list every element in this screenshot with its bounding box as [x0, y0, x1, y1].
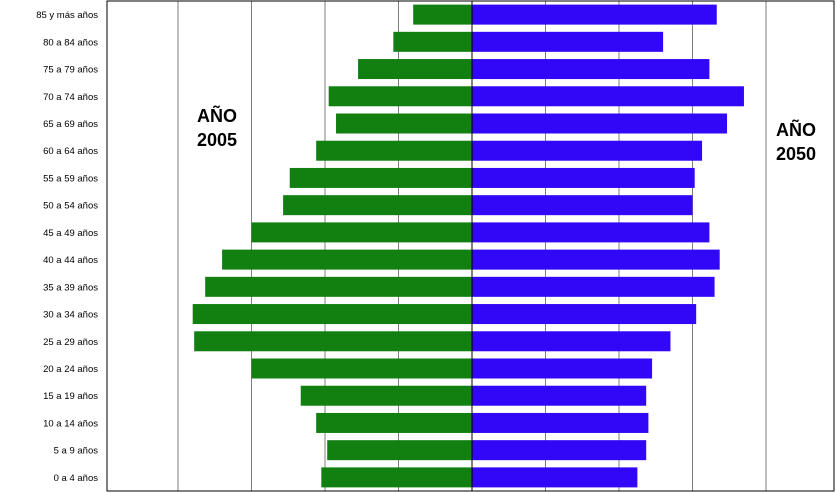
category-label: 55 a 59 años: [43, 173, 98, 184]
category-label: 65 a 69 años: [43, 119, 98, 130]
bar-right: [472, 167, 695, 188]
bar-right: [472, 113, 728, 134]
right-year-line1: AÑO: [776, 120, 816, 140]
bar-right: [472, 195, 693, 216]
bar-left: [358, 59, 472, 80]
category-label: 30 a 34 años: [43, 310, 98, 321]
right-year-annotation: AÑO 2050: [776, 118, 816, 166]
category-labels: 85 y más años 80 a 84 años 75 a 79 años 70 …: [36, 10, 98, 484]
bar-right: [472, 249, 720, 270]
category-label: 85 y más años: [36, 10, 98, 21]
category-label: 10 a 14 años: [43, 418, 98, 429]
bars: [192, 4, 744, 488]
bar-left: [283, 195, 472, 216]
bar-right: [472, 222, 710, 243]
bar-left: [251, 358, 472, 379]
bar-left: [321, 467, 472, 488]
category-label: 75 a 79 años: [43, 65, 98, 76]
category-label: 45 a 49 años: [43, 228, 98, 239]
bar-right: [472, 331, 671, 352]
bar-left: [251, 222, 472, 243]
category-label: 80 a 84 años: [43, 37, 98, 48]
bar-left: [393, 31, 472, 52]
bar-right: [472, 358, 653, 379]
bar-left: [300, 385, 472, 406]
bar-left: [316, 412, 472, 433]
bar-right: [472, 276, 715, 297]
left-year-line2: 2005: [197, 130, 238, 150]
bar-right: [472, 412, 649, 433]
left-year-line1: AÑO: [197, 106, 237, 126]
bar-right: [472, 467, 638, 488]
grid-lines: [177, 1, 767, 491]
bar-right: [472, 4, 717, 25]
category-label: 70 a 74 años: [43, 92, 98, 103]
category-label: 0 a 4 años: [54, 473, 99, 484]
bar-left: [194, 331, 473, 352]
bar-left: [413, 4, 472, 25]
bar-left: [327, 440, 472, 461]
bar-right: [472, 140, 703, 161]
bar-right: [472, 304, 697, 325]
bar-left: [336, 113, 472, 134]
bar-left: [205, 276, 472, 297]
bar-right: [472, 59, 710, 80]
plot-frame: [106, 0, 835, 492]
category-label: 25 a 29 años: [43, 337, 98, 348]
bar-left: [316, 140, 472, 161]
category-label: 50 a 54 años: [43, 201, 98, 212]
category-label: 60 a 64 años: [43, 146, 98, 157]
bar-right: [472, 385, 647, 406]
bar-right: [472, 86, 744, 107]
left-year-annotation: AÑO 2005: [197, 104, 237, 152]
bar-left: [289, 167, 472, 188]
category-label: 40 a 44 años: [43, 255, 98, 266]
category-label: 20 a 24 años: [43, 364, 98, 375]
category-label: 15 a 19 años: [43, 391, 98, 402]
bar-right: [472, 440, 647, 461]
bar-right: [472, 31, 664, 52]
category-label: 35 a 39 años: [43, 282, 98, 293]
right-year-line2: 2050: [776, 144, 817, 164]
bar-left: [328, 86, 472, 107]
bar-left: [222, 249, 472, 270]
bar-left: [192, 304, 472, 325]
category-label: 5 a 9 años: [54, 446, 99, 457]
